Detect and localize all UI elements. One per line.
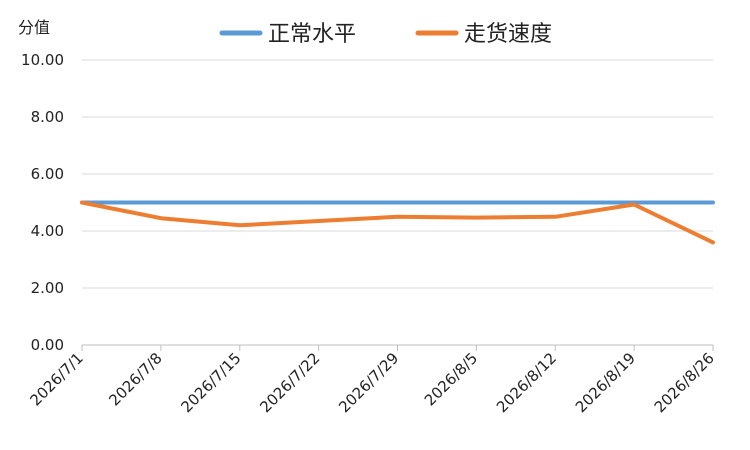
x-axis: 2026/7/1 2026/7/8 2026/7/15 2026/7/22 2026/7… (26, 344, 718, 416)
y-tick-label: 0.00 (31, 336, 64, 354)
y-axis-ticks: 0.00 2.00 4.00 6.00 8.00 10.00 (21, 51, 64, 354)
legend-label: 走货速度 (464, 22, 552, 47)
y-tick-label: 10.00 (21, 51, 64, 69)
y-tick-label: 2.00 (31, 279, 64, 297)
x-tick-label: 2026/8/26 (651, 349, 718, 416)
x-tick-label: 2026/8/12 (493, 349, 560, 416)
x-tick-label: 2026/7/1 (26, 349, 86, 409)
y-tick-label: 6.00 (31, 165, 64, 183)
x-tick-label: 2026/7/29 (335, 349, 402, 416)
legend: 正常水平 走货速度 (219, 22, 552, 47)
y-tick-label: 4.00 (31, 222, 64, 240)
y-axis-label: 分值 (18, 18, 50, 37)
series-lines (80, 200, 715, 245)
series-line-2 (80, 200, 715, 245)
x-tick-label: 2026/7/8 (105, 349, 165, 409)
x-tick-label: 2026/8/5 (421, 349, 481, 409)
x-tick-label: 2026/8/19 (572, 349, 639, 416)
y-tick-label: 8.00 (31, 108, 64, 126)
legend-label: 正常水平 (268, 22, 356, 47)
x-tick-label: 2026/7/15 (177, 349, 244, 416)
x-tick-label: 2026/7/22 (256, 349, 323, 416)
